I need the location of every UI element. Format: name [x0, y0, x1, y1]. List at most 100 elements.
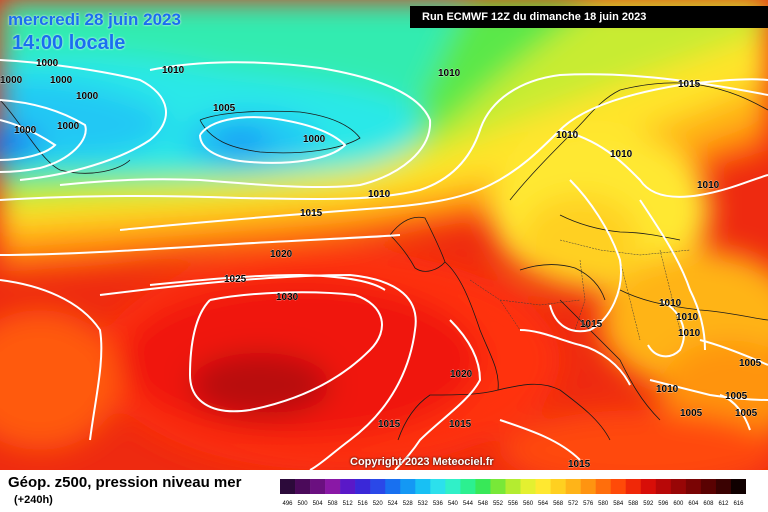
color-scale: 496 500 504 508 512 516 520 524 528 532 536 540 544 5… [280, 479, 746, 507]
isobar-label: 1015 [449, 419, 472, 430]
scale-tick-label: 596 [658, 501, 669, 507]
scale-tick-label: 496 [283, 501, 294, 507]
scale-swatch [505, 479, 521, 494]
scale-tick-label: 536 [433, 501, 444, 507]
scale-tick-label: 604 [688, 501, 699, 507]
isobar-label: 1010 [610, 149, 633, 160]
isobar-label: 1015 [378, 419, 401, 430]
isobars [0, 59, 768, 470]
scale-tick-label: 556 [508, 501, 519, 507]
scale-swatch [610, 479, 627, 494]
scale-tick-label: 540 [448, 501, 459, 507]
scale-swatch [370, 479, 386, 494]
scale-swatch [655, 479, 672, 494]
scale-tick-label: 608 [703, 501, 714, 507]
scale-tick-label: 524 [388, 501, 399, 507]
isobar-label: 1000 [50, 75, 73, 86]
scale-tick-label: 500 [298, 501, 309, 507]
scale-swatch [490, 479, 506, 494]
scale-swatch [415, 479, 431, 494]
isobar-label: 1005 [735, 408, 758, 419]
scale-swatch [460, 479, 476, 494]
scale-tick-label: 564 [538, 501, 549, 507]
isobar-label: 1015 [300, 208, 323, 219]
isobar-label: 1030 [276, 292, 299, 303]
model-run-banner: Run ECMWF 12Z du dimanche 18 juin 2023 [410, 6, 768, 28]
scale-tick-label: 592 [643, 501, 654, 507]
isobar-label: 1010 [556, 130, 579, 141]
scale-tick-label: 588 [628, 501, 639, 507]
copyright-text: Copyright 2023 Meteociel.fr [350, 456, 494, 468]
isobar-label: 1010 [659, 298, 682, 309]
scale-swatch [685, 479, 702, 494]
isobar-label: 1005 [213, 103, 236, 114]
geopotential-field [0, 0, 768, 470]
borders [469, 239, 691, 341]
isobar-label: 1020 [450, 369, 473, 380]
scale-tick-label: 504 [313, 501, 324, 507]
isobar-label: 1010 [368, 189, 391, 200]
scale-tick-label: 600 [673, 501, 684, 507]
isobar-label: 1010 [438, 68, 461, 79]
scale-tick-label: 580 [598, 501, 609, 507]
scale-swatch [580, 479, 596, 494]
isobar-label: 1010 [162, 65, 185, 76]
scale-swatch [385, 479, 401, 494]
isobar-label: 1000 [303, 134, 326, 145]
isobar-label: 1020 [270, 249, 293, 260]
isobar-label: 1000 [36, 58, 59, 69]
weather-map: 1000 1000 1000 1000 1000 1000 1010 1005 … [0, 0, 768, 470]
scale-swatch [595, 479, 612, 494]
forecast-local-time: 14:00 locale [12, 32, 126, 54]
scale-tick-label: 512 [343, 501, 354, 507]
isobar-label: 1000 [0, 75, 23, 86]
isobar-label: 1015 [678, 79, 701, 90]
scale-swatch [670, 479, 687, 494]
isobar-label: 1010 [678, 328, 701, 339]
forecast-date: mercredi 28 juin 2023 [8, 10, 181, 29]
forecast-lead-time: (+240h) [14, 494, 53, 506]
scale-tick-label: 544 [463, 501, 474, 507]
scale-tick-label: 612 [718, 501, 729, 507]
scale-tick-label: 508 [328, 501, 339, 507]
scale-swatch [325, 479, 341, 494]
scale-tick-label: 560 [523, 501, 534, 507]
scale-tick-label: 532 [418, 501, 429, 507]
scale-swatch [715, 479, 732, 494]
scale-tick-label: 528 [403, 501, 414, 507]
isobar-label: 1010 [697, 180, 720, 191]
isobar-label: 1000 [76, 91, 99, 102]
scale-tick-label: 520 [373, 501, 384, 507]
map-title: Géop. z500, pression niveau mer [8, 474, 242, 491]
isobar-label: 1010 [676, 312, 699, 323]
scale-tick-label: 516 [358, 501, 369, 507]
scale-swatch [520, 479, 536, 494]
scale-swatch [700, 479, 717, 494]
isobar-label: 1025 [224, 274, 247, 285]
scale-swatch [400, 479, 416, 494]
scale-swatch [550, 479, 566, 494]
isobar-label: 1005 [725, 391, 748, 402]
isobar-label: 1015 [580, 319, 603, 330]
isobar-label: 1010 [656, 384, 679, 395]
coastlines [0, 82, 768, 441]
scale-swatch [355, 479, 371, 494]
isobar-label: 1005 [680, 408, 703, 419]
scale-swatch [535, 479, 551, 494]
isobar-labels: 1000 1000 1000 1000 1000 1000 1010 1005 … [0, 58, 762, 470]
scale-swatch [280, 479, 296, 494]
isobar-label: 1000 [14, 125, 37, 136]
scale-tick-label: 548 [478, 501, 489, 507]
scale-swatch [445, 479, 461, 494]
scale-tick-label: 572 [568, 501, 579, 507]
scale-swatch [340, 479, 356, 494]
scale-swatch [730, 479, 746, 494]
isobar-label: 1000 [57, 121, 80, 132]
scale-swatch [640, 479, 657, 494]
scale-swatch [295, 479, 311, 494]
scale-tick-label: 616 [733, 501, 744, 507]
scale-tick-label: 584 [613, 501, 624, 507]
scale-swatch [475, 479, 491, 494]
scale-swatch [565, 479, 581, 494]
scale-swatch [430, 479, 446, 494]
